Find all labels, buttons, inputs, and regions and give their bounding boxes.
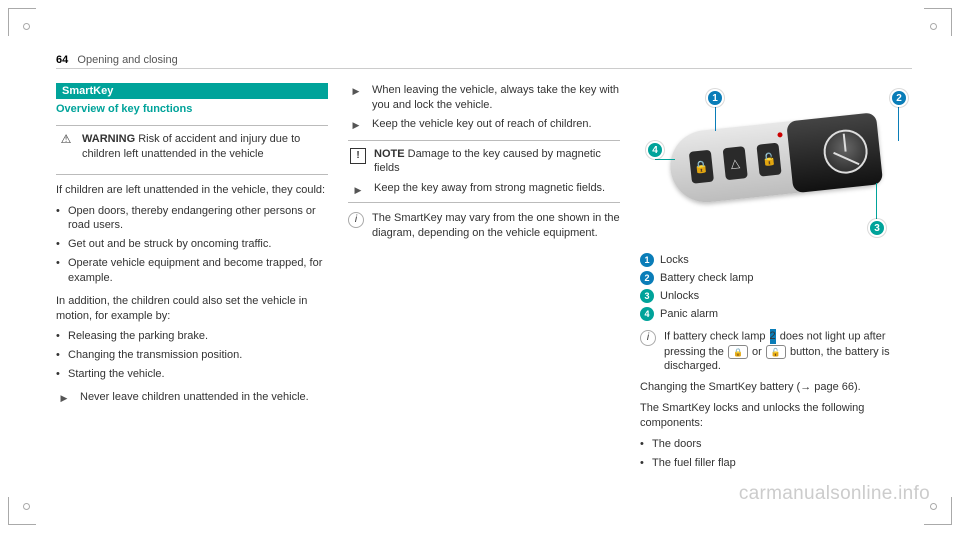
section-bar: SmartKey xyxy=(56,83,328,99)
legend-item: 2Battery check lamp xyxy=(640,271,912,286)
callout-line xyxy=(876,183,877,219)
list-item: Changing the transmission position. xyxy=(56,348,328,363)
callout-line xyxy=(715,107,716,131)
step-text: Never leave children unattended in the v… xyxy=(80,390,328,405)
list-item: Operate vehicle equipment and become tra… xyxy=(56,256,328,286)
warning-icon xyxy=(58,132,74,146)
callout-1: 1 xyxy=(706,89,724,107)
callout-3: 3 xyxy=(868,219,886,237)
info-text: The SmartKey may vary from the one shown… xyxy=(372,211,620,241)
legend-bubble-1: 1 xyxy=(640,253,654,267)
lock-symbol-icon: 🔒 xyxy=(728,345,748,359)
key-body: 🔒 △ 🔓 xyxy=(667,112,883,206)
info-row: The SmartKey may vary from the one shown… xyxy=(348,211,620,247)
column-2: When leaving the vehicle, always take th… xyxy=(348,83,620,478)
list-item: Get out and be struck by oncoming traffi… xyxy=(56,237,328,252)
page-header: 64 Opening and closing xyxy=(56,54,912,69)
bullet-list: The doors The fuel filler flap xyxy=(640,437,912,471)
step-arrow-icon xyxy=(348,83,364,97)
paragraph: In addition, the children could also set… xyxy=(56,294,328,324)
page-content: 64 Opening and closing SmartKey Overview… xyxy=(0,0,960,498)
step-list: When leaving the vehicle, always take th… xyxy=(348,83,620,132)
battery-check-lamp xyxy=(777,132,782,137)
bullet-list: Releasing the parking brake. Changing th… xyxy=(56,329,328,382)
note-icon xyxy=(350,147,366,164)
paragraph: Changing the SmartKey battery (→ page 66… xyxy=(640,380,912,395)
chapter-title: Opening and closing xyxy=(77,54,177,66)
smartkey-diagram: 🔒 △ 🔓 1 2 3 4 xyxy=(640,83,912,243)
lock-button-icon: 🔒 xyxy=(689,150,714,184)
legend-bubble-2: 2 xyxy=(640,271,654,285)
callout-4: 4 xyxy=(646,141,664,159)
info-row: If battery check lamp 2 does not light u… xyxy=(640,329,912,380)
callout-legend: 1Locks 2Battery check lamp 3Unlocks 4Pan… xyxy=(640,253,912,321)
callout-line xyxy=(898,107,899,141)
bullet-list: Open doors, thereby endangering other pe… xyxy=(56,204,328,286)
list-item: Starting the vehicle. xyxy=(56,367,328,382)
note-box: NOTE Damage to the key caused by magneti… xyxy=(348,140,620,204)
list-item: Releasing the parking brake. xyxy=(56,329,328,344)
step-text: Keep the key away from strong magnetic f… xyxy=(374,182,605,194)
column-1: SmartKey Overview of key functions WARNI… xyxy=(56,83,328,478)
warning-box: WARNING Risk of accident and injury due … xyxy=(56,125,328,175)
info-icon xyxy=(640,329,656,346)
sub-title: Overview of key functions xyxy=(56,103,328,115)
inline-callout-2: 2 xyxy=(770,329,776,344)
column-3: 🔒 △ 🔓 1 2 3 4 1Lo xyxy=(640,83,912,478)
key-buttons: 🔒 △ 🔓 xyxy=(689,143,782,184)
unlock-button-icon: 🔓 xyxy=(756,143,781,177)
paragraph: The SmartKey locks and unlocks the follo… xyxy=(640,401,912,431)
callout-line xyxy=(655,159,675,160)
callout-2: 2 xyxy=(890,89,908,107)
step-text: When leaving the vehicle, always take th… xyxy=(372,83,620,113)
legend-bubble-3: 3 xyxy=(640,289,654,303)
list-item: The fuel filler flap xyxy=(640,456,912,471)
legend-item: 3Unlocks xyxy=(640,289,912,304)
legend-item: 1Locks xyxy=(640,253,912,268)
mercedes-logo-icon xyxy=(821,127,869,175)
warning-text: WARNING Risk of accident and injury due … xyxy=(82,132,326,162)
step-arrow-icon xyxy=(348,117,364,131)
paragraph: If children are left unattended in the v… xyxy=(56,183,328,198)
list-item: The doors xyxy=(640,437,912,452)
panic-button-icon: △ xyxy=(723,146,748,180)
list-item: Open doors, thereby endangering other pe… xyxy=(56,204,328,234)
step-text: Keep the vehicle key out of reach of chi… xyxy=(372,117,620,132)
step-arrow-icon xyxy=(56,390,72,404)
step-arrow-icon xyxy=(350,182,366,196)
legend-item: 4Panic alarm xyxy=(640,307,912,322)
info-text: If battery check lamp 2 does not light u… xyxy=(664,329,912,374)
watermark: carmanualsonline.info xyxy=(739,483,930,505)
step-list: Never leave children unattended in the v… xyxy=(56,390,328,405)
legend-bubble-4: 4 xyxy=(640,307,654,321)
info-icon xyxy=(348,211,364,228)
page-number: 64 xyxy=(56,54,68,66)
unlock-symbol-icon: 🔓 xyxy=(766,345,786,359)
note-text: NOTE Damage to the key caused by magneti… xyxy=(374,147,618,177)
key-head xyxy=(786,112,883,193)
